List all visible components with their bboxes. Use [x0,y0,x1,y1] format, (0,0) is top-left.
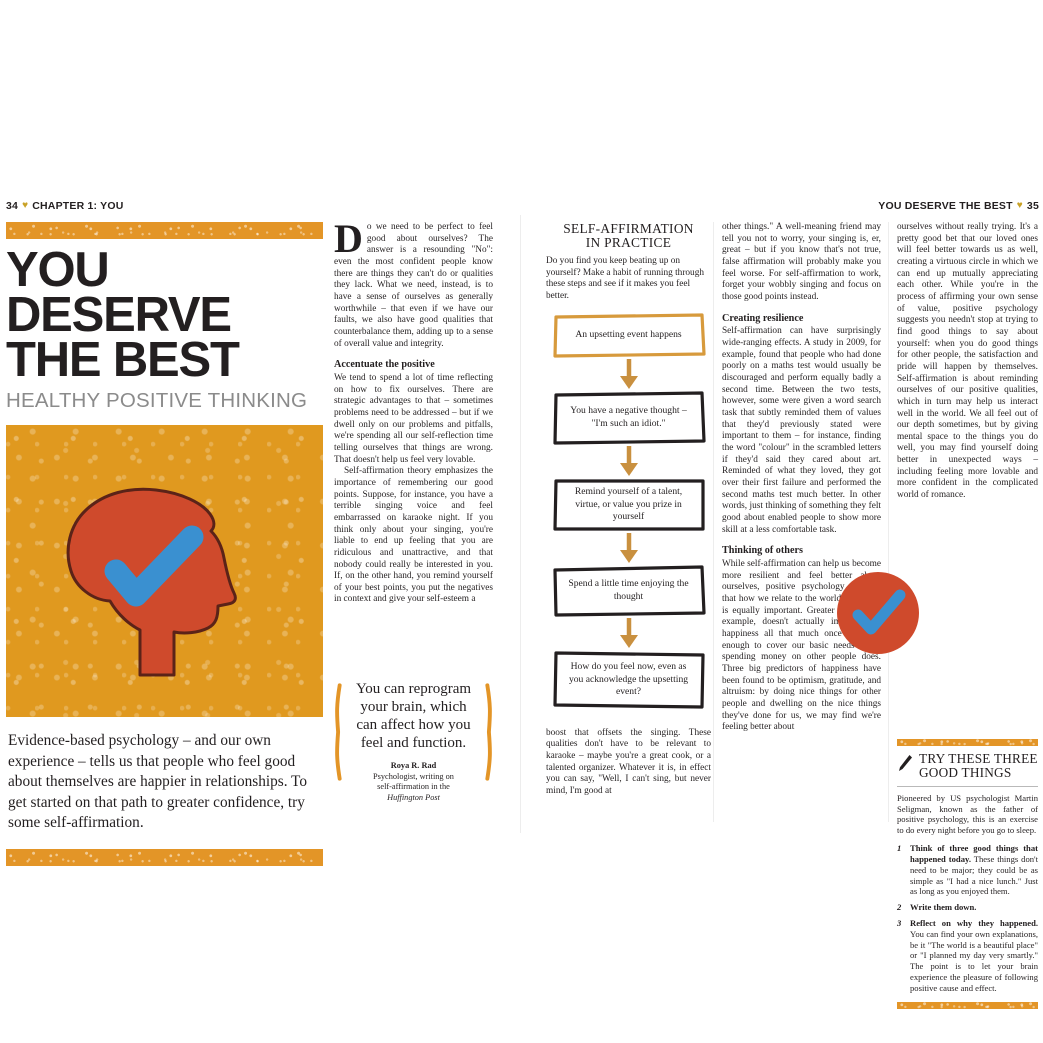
flowchart-step-label: How do you feel now, even as you acknowl… [568,661,689,697]
paragraph-text: o we need to be perfect to feel good abo… [334,222,493,349]
trybox-title-line2: GOOD THINGS [919,765,1012,781]
try-these-three-good-things-box: TRY THESE THREE GOOD THINGS Pioneered by… [897,739,1038,1009]
heart-icon: ♥ [22,200,29,211]
paragraph-text: We tend to spend a lot of time reflectin… [334,373,493,465]
spread: 34 ♥ CHAPTER 1: YOU YOU DESERVE THE BEST… [0,200,1043,1009]
drop-cap: D [334,216,363,261]
hand-drawn-box-icon [552,651,705,709]
flowchart-step-4: Spend a little time enjoying the thought [552,564,706,618]
tick-circle-illustration [837,572,919,654]
running-head-right: YOU DESERVE THE BEST ♥ 35 [878,200,1039,212]
flowchart-step-1: An upsetting event happens [552,312,706,359]
quote-attribution: Roya R. Rad [390,761,437,770]
page-number-right: 35 [1026,200,1039,212]
quote-text: You can reprogram your brain, which can … [355,681,472,751]
column-rule [888,222,889,822]
trybox-list: 1 Think of three good things that happen… [897,843,1038,994]
paragraph-text: boost that offsets the singing. These qu… [546,727,711,797]
trybox-divider [897,785,1038,787]
list-item-rest: These things don't need to be major; the… [910,853,1038,897]
body-column-4: ourselves without really trying. It's a … [897,222,1038,502]
column-rule [713,222,714,822]
brace-right-icon [485,683,492,781]
subheading-thinking-of-others: Thinking of others [722,545,803,557]
pencil-icon [899,755,912,771]
flowchart-step-5: How do you feel now, even as you acknowl… [552,649,706,711]
trybox-bottom-rule [897,1001,1038,1009]
head-profile-illustration [6,425,323,718]
trybox-intro: Pioneered by US psychologist Martin Seli… [897,792,1038,836]
list-item-text: Reflect on why they happened. You can fi… [910,918,1038,994]
section-label: YOU DESERVE THE BEST [878,200,1013,212]
paragraph-text: ourselves without really trying. It's a … [897,222,1038,501]
lead-paragraph: Evidence-based psychology – and our own … [8,732,307,832]
list-item-number: 3 [897,918,902,928]
flowchart-title: SELF-AFFIRMATION IN PRACTICE [546,221,711,251]
paragraph-text: other things." A well-meaning friend may… [722,222,881,302]
flowchart-title-line2: IN PRACTICE [585,235,672,251]
arrow-down-icon [619,358,638,389]
running-head-left: 34 ♥ CHAPTER 1: YOU [6,200,124,212]
hand-drawn-box-icon [552,565,706,617]
trybox-header: TRY THESE THREE GOOD THINGS [897,751,1038,781]
list-item: 3 Reflect on why they happened. You can … [897,918,1038,994]
head-profile-with-blue-tick-icon [66,488,237,677]
flowchart-step-label: Remind yourself of a talent, virtue, or … [574,486,683,522]
flowchart-step-2: You have a negative thought – "I'm such … [552,390,706,446]
page-title-line1: YOU DESERVE [6,243,232,343]
feature-opener: YOU DESERVE THE BEST HEALTHY POSITIVE TH… [6,222,323,866]
list-item: 2 Write them down. [897,902,1038,913]
chapter-label: CHAPTER 1: YOU [32,200,124,212]
body-column-3: other things." A well-meaning friend may… [722,222,881,734]
list-item-bold: Reflect on why they happened. [910,918,1038,928]
page-gutter-rule [520,215,521,833]
quote-source: Huffington Post [353,793,474,804]
hand-drawn-box-icon [552,479,705,531]
list-item-text: Think of three good things that happened… [910,843,1038,897]
list-item-text: Write them down. [910,902,976,913]
flowchart-step-3: Remind yourself of a talent, virtue, or … [552,477,706,533]
list-item-number: 1 [897,843,902,854]
top-orange-rule [6,222,323,239]
heart-icon: ♥ [1016,200,1023,211]
quote-role-line-2: self-affirmation in the [377,782,450,792]
page-title: YOU DESERVE THE BEST [6,243,323,388]
hand-drawn-box-icon [552,313,706,358]
page-number-left: 34 [6,200,19,212]
page-title-line2: THE BEST [6,333,240,388]
quote-role-line-1: Psychologist, writing on [373,771,454,781]
arrow-down-icon [619,445,638,476]
page-subtitle: HEALTHY POSITIVE THINKING [6,389,308,413]
bottom-orange-rule [6,848,323,866]
list-item-number: 2 [897,902,902,913]
hand-drawn-box-icon [552,391,706,445]
list-item: 1 Think of three good things that happen… [897,843,1038,897]
list-item-rest: You can find your own explanations, be i… [910,928,1038,993]
trybox-title-line1: TRY THESE THREE [919,751,1038,766]
subheading-creating-resilience: Creating resilience [722,312,804,324]
subheading-accentuate: Accentuate the positive [334,359,435,371]
flowchart-step-label: You have a negative thought – "I'm such … [570,405,687,429]
paragraph-text: While self-affirmation can help us becom… [722,559,881,733]
flowchart-step-label: An upsetting event happens [575,329,682,341]
arrow-down-icon [619,617,638,648]
pull-quote: You can reprogram your brain, which can … [334,670,493,811]
flowchart-step-label: Spend a little time enjoying the thought [568,578,689,602]
trybox-top-rule [897,739,1038,746]
flowchart-title-line1: SELF-AFFIRMATION [563,221,694,236]
arrow-down-icon [619,532,638,563]
list-item-bold: Think of three good things that happened… [910,843,1038,864]
flowchart-intro: Do you find you keep beating up on yours… [546,255,705,302]
trybox-title: TRY THESE THREE GOOD THINGS [919,751,1038,781]
list-item-bold: Write them down. [910,902,977,913]
flowchart-column: SELF-AFFIRMATION IN PRACTICE Do you find… [546,221,711,798]
paragraph-text: Self-affirmation theory emphasizes the i… [334,466,493,605]
quote-source-title: Huffington Post [387,792,440,802]
brace-left-icon [335,683,342,781]
paragraph-text: Self-affirmation can have surprisingly w… [722,326,881,535]
